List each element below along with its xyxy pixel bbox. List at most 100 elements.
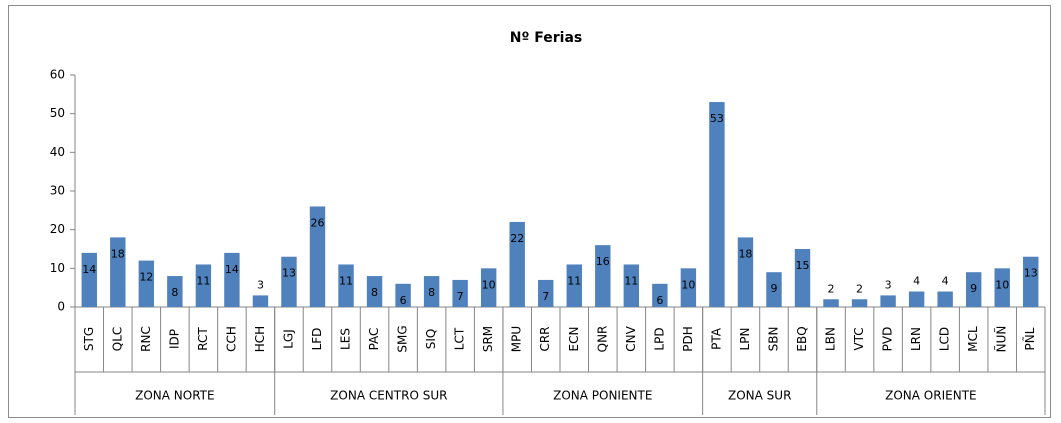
bar (138, 260, 155, 307)
x-tick-label: PÑL (1022, 327, 1037, 350)
group-label: ZONA NORTE (135, 389, 214, 403)
bar (309, 206, 326, 307)
x-tick-label: CNV (624, 325, 638, 351)
bar (538, 279, 554, 307)
group-label: ZONA SUR (728, 389, 791, 403)
bar (366, 276, 383, 307)
data-label: 13 (282, 267, 296, 280)
data-label: 16 (596, 255, 610, 268)
x-tick-label: CCH (224, 326, 238, 352)
x-tick-label: STG (82, 327, 96, 351)
bar (338, 264, 354, 307)
y-tick-label: 40 (50, 145, 65, 159)
data-label: 6 (400, 294, 407, 307)
x-tick-label: VTC (852, 327, 866, 350)
x-tick-label: PVD (881, 327, 895, 352)
data-label: 7 (457, 290, 464, 303)
bar (851, 299, 868, 307)
y-tick-label: 30 (50, 184, 65, 198)
x-tick-label: PTA (709, 327, 723, 350)
group-label: ZONA PONIENTE (553, 389, 652, 403)
x-tick-label: RNC (139, 326, 153, 352)
y-tick-label: 20 (50, 222, 65, 236)
x-tick-label: CRR (538, 326, 552, 351)
data-label: 11 (567, 274, 581, 287)
bar (965, 272, 982, 307)
bar (994, 268, 1010, 307)
bar (224, 252, 240, 307)
data-label: 22 (510, 232, 524, 245)
bar (281, 256, 297, 307)
data-label: 8 (371, 286, 378, 299)
x-tick-label: HCH (253, 326, 267, 352)
data-label: 10 (482, 278, 496, 291)
data-label: 9 (770, 282, 777, 295)
data-label: 18 (738, 247, 752, 260)
x-tick-label: MCL (966, 326, 980, 352)
y-tick-label: 0 (57, 300, 65, 314)
x-tick-label: ECN (567, 327, 581, 352)
x-tick-label: LPD (652, 327, 666, 350)
x-tick-label: SIQ (424, 329, 438, 350)
bar (110, 237, 126, 307)
bar (195, 264, 212, 307)
x-tick-label: IDP (167, 329, 181, 349)
data-label: 3 (885, 278, 892, 291)
data-label: 8 (171, 286, 178, 299)
data-label: 12 (139, 271, 153, 284)
data-label: 8 (428, 286, 435, 299)
x-tick-label: PAC (367, 328, 381, 351)
bar (452, 279, 468, 307)
bar (395, 283, 411, 307)
bar (623, 264, 640, 307)
data-label: 11 (196, 274, 210, 287)
bar (652, 283, 668, 307)
chart-title: Nº Ferias (510, 30, 582, 46)
bar (680, 268, 697, 307)
bar (709, 102, 725, 307)
bar (823, 299, 839, 307)
bar (737, 237, 754, 307)
x-tick-label: QLC (110, 327, 124, 352)
data-label: 18 (111, 247, 125, 260)
bar (423, 276, 440, 307)
bar (937, 291, 953, 307)
data-label: 53 (710, 112, 724, 125)
group-label: ZONA CENTRO SUR (330, 389, 447, 403)
data-label: 14 (225, 263, 239, 276)
x-tick-label: LES (339, 328, 353, 350)
data-label: 9 (970, 282, 977, 295)
x-tick-label: ÑUÑ (994, 326, 1009, 353)
x-tick-label: SRM (481, 326, 495, 352)
x-tick-label: LCT (453, 327, 467, 350)
data-label: 2 (828, 282, 835, 295)
x-tick-label: LCD (938, 327, 952, 351)
bar (908, 291, 925, 307)
x-tick-label: LRN (909, 327, 923, 351)
bar (81, 252, 97, 307)
y-tick-label: 60 (50, 68, 65, 82)
data-label: 10 (995, 278, 1009, 291)
group-label: ZONA ORIENTE (885, 389, 976, 403)
chart-border (8, 5, 1051, 418)
x-tick-label: RCT (196, 327, 210, 351)
bar (566, 264, 582, 307)
x-tick-label: SBN (766, 327, 780, 352)
data-label: 10 (681, 278, 695, 291)
data-label: 3 (257, 278, 264, 291)
bar (595, 245, 611, 307)
data-label: 13 (1024, 267, 1038, 280)
data-label: 4 (942, 275, 949, 288)
x-tick-label: LFD (310, 328, 324, 351)
y-tick-label: 50 (50, 106, 65, 120)
y-tick-label: 10 (50, 261, 65, 275)
x-tick-label: QNR (595, 326, 609, 353)
x-tick-label: MPU (510, 326, 524, 352)
data-label: 11 (624, 274, 638, 287)
x-tick-label: PDH (681, 326, 695, 352)
x-tick-label: SMG (396, 325, 410, 352)
bar (766, 272, 782, 307)
bar (480, 268, 497, 307)
data-label: 26 (311, 216, 325, 229)
